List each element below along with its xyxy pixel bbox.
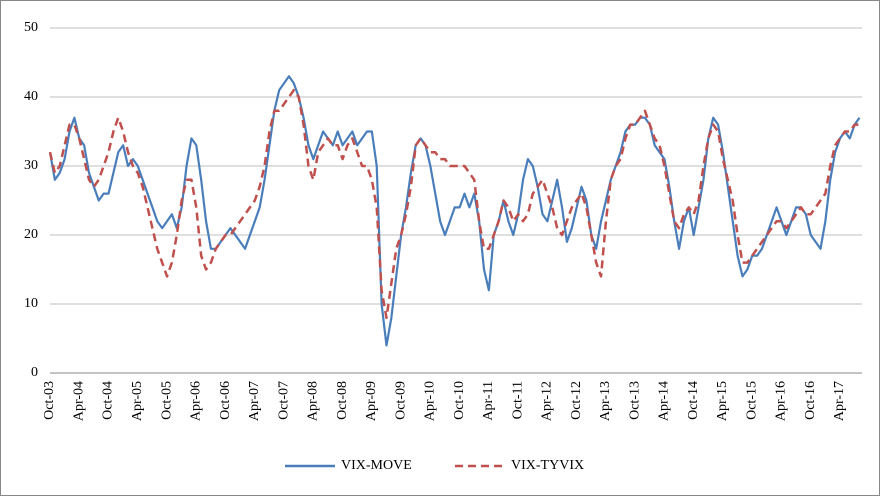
- x-tick-label: Oct-04: [101, 381, 116, 420]
- x-tick-label: Apr-15: [715, 381, 730, 421]
- series-line: [48, 88, 860, 320]
- x-tick-label: Apr-07: [247, 381, 262, 421]
- x-tick-label: Oct-10: [452, 381, 467, 420]
- x-tick-label: Oct-06: [218, 381, 233, 420]
- x-tick-label: Oct-05: [159, 381, 174, 420]
- x-tick-label: Apr-05: [130, 381, 145, 421]
- y-tick-label: 0: [31, 365, 38, 380]
- y-tick-label: 40: [24, 89, 38, 104]
- x-tick-label: Oct-11: [510, 381, 525, 419]
- x-tick-label: Apr-13: [598, 381, 613, 421]
- legend-label: VIX-TYVIX: [511, 458, 584, 473]
- x-tick-label: Oct-16: [803, 381, 818, 420]
- x-tick-label: Apr-09: [364, 381, 379, 421]
- x-tick-label: Oct-03: [42, 381, 57, 420]
- x-tick-label: Oct-13: [627, 381, 642, 420]
- x-tick-label: Oct-09: [393, 381, 408, 420]
- x-tick-label: Apr-17: [832, 381, 847, 421]
- x-tick-label: Apr-04: [71, 381, 86, 421]
- legend-label: VIX-MOVE: [341, 458, 412, 473]
- x-tick-label: Oct-07: [276, 381, 291, 420]
- x-tick-label: Apr-16: [774, 381, 789, 421]
- x-tick-label: Apr-06: [189, 381, 204, 421]
- x-tick-label: Oct-12: [569, 381, 584, 420]
- y-tick-label: 10: [24, 296, 38, 311]
- y-tick-label: 30: [24, 158, 38, 173]
- y-tick-label: 20: [24, 227, 38, 242]
- x-tick-label: Oct-08: [335, 381, 350, 420]
- x-tick-label: Oct-15: [744, 381, 759, 420]
- x-tick-label: Oct-14: [686, 381, 701, 420]
- x-tick-label: Apr-14: [657, 381, 672, 421]
- x-tick-label: Apr-12: [540, 381, 555, 421]
- y-tick-label: 50: [24, 20, 38, 35]
- x-tick-label: Apr-10: [423, 381, 438, 421]
- x-tick-label: Apr-11: [481, 381, 496, 421]
- x-tick-label: Apr-08: [306, 381, 321, 421]
